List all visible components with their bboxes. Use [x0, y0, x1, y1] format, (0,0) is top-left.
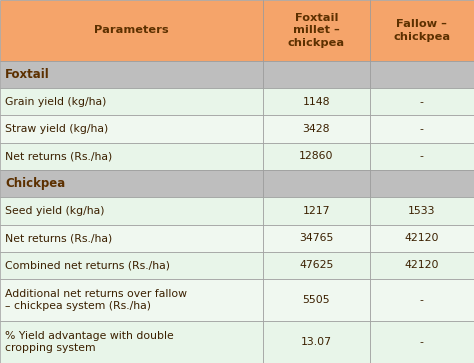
Bar — [263, 279, 370, 321]
Text: 3428: 3428 — [302, 124, 330, 134]
Text: 1148: 1148 — [302, 97, 330, 107]
Bar — [0, 88, 263, 115]
Text: 12860: 12860 — [299, 151, 334, 161]
Text: 1533: 1533 — [408, 206, 436, 216]
Bar — [0, 321, 263, 363]
Bar — [370, 224, 474, 252]
Bar — [0, 224, 263, 252]
Bar — [263, 61, 370, 88]
Text: Parameters: Parameters — [94, 25, 169, 36]
Bar — [263, 170, 370, 197]
Text: -: - — [420, 97, 424, 107]
Bar — [263, 0, 370, 61]
Bar — [370, 143, 474, 170]
Text: Net returns (Rs./ha): Net returns (Rs./ha) — [5, 151, 112, 161]
Bar — [263, 88, 370, 115]
Text: 42120: 42120 — [405, 233, 439, 243]
Bar — [263, 224, 370, 252]
Text: Grain yield (kg/ha): Grain yield (kg/ha) — [5, 97, 106, 107]
Text: Net returns (Rs./ha): Net returns (Rs./ha) — [5, 233, 112, 243]
Bar — [263, 321, 370, 363]
Text: 1217: 1217 — [302, 206, 330, 216]
Text: Additional net returns over fallow
– chickpea system (Rs./ha): Additional net returns over fallow – chi… — [5, 289, 187, 311]
Text: -: - — [420, 124, 424, 134]
Text: 34765: 34765 — [299, 233, 334, 243]
Text: Chickpea: Chickpea — [5, 177, 65, 190]
Bar — [370, 115, 474, 143]
Bar — [0, 197, 263, 224]
Text: % Yield advantage with double
cropping system: % Yield advantage with double cropping s… — [5, 331, 174, 353]
Bar — [0, 279, 263, 321]
Bar — [370, 0, 474, 61]
Bar — [0, 0, 263, 61]
Text: 13.07: 13.07 — [301, 337, 332, 347]
Bar — [263, 143, 370, 170]
Bar — [263, 197, 370, 224]
Bar — [370, 197, 474, 224]
Text: -: - — [420, 295, 424, 305]
Bar — [0, 143, 263, 170]
Text: Foxtail: Foxtail — [5, 68, 50, 81]
Bar — [370, 61, 474, 88]
Text: -: - — [420, 337, 424, 347]
Text: Combined net returns (Rs./ha): Combined net returns (Rs./ha) — [5, 260, 170, 270]
Text: Straw yield (kg/ha): Straw yield (kg/ha) — [5, 124, 108, 134]
Text: 42120: 42120 — [405, 260, 439, 270]
Bar — [370, 252, 474, 279]
Text: 47625: 47625 — [299, 260, 334, 270]
Bar — [370, 321, 474, 363]
Bar — [370, 279, 474, 321]
Text: Seed yield (kg/ha): Seed yield (kg/ha) — [5, 206, 104, 216]
Bar — [0, 170, 263, 197]
Text: Fallow –
chickpea: Fallow – chickpea — [393, 19, 450, 42]
Bar — [370, 170, 474, 197]
Text: Foxtail
millet –
chickpea: Foxtail millet – chickpea — [288, 13, 345, 48]
Text: 5505: 5505 — [302, 295, 330, 305]
Text: -: - — [420, 151, 424, 161]
Bar — [263, 252, 370, 279]
Bar — [370, 88, 474, 115]
Bar — [0, 115, 263, 143]
Bar — [263, 115, 370, 143]
Bar — [0, 252, 263, 279]
Bar — [0, 61, 263, 88]
